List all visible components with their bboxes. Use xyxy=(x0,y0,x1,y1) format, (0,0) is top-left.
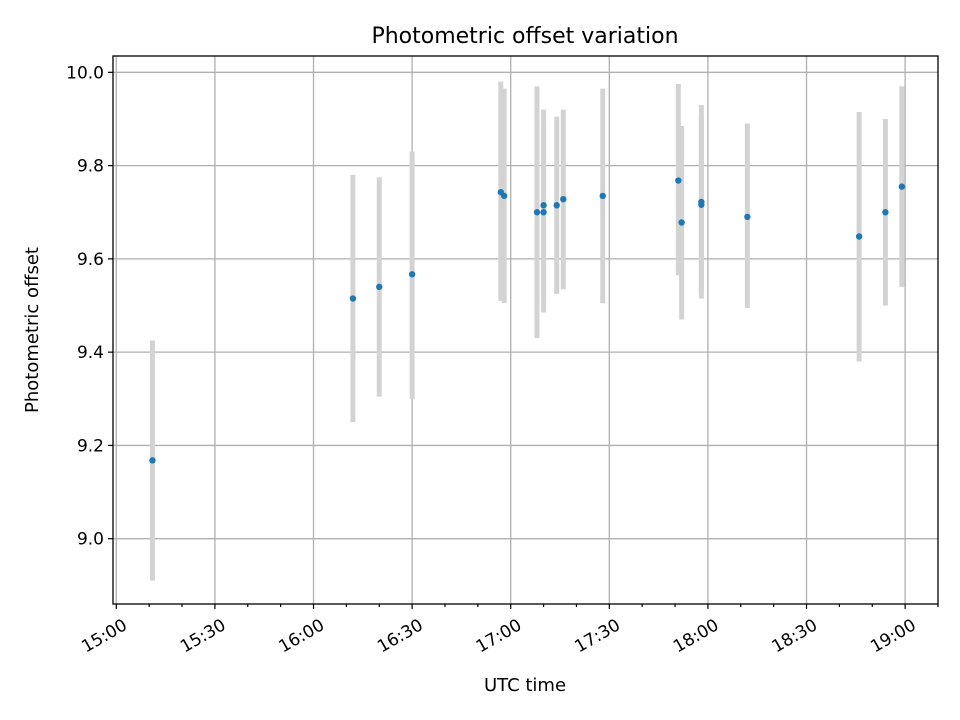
y-tick-label: 9.8 xyxy=(77,157,104,177)
data-point xyxy=(376,283,383,291)
data-point xyxy=(744,213,751,221)
data-point xyxy=(349,295,357,302)
plot-frame xyxy=(112,55,939,605)
data-point xyxy=(599,192,606,200)
x-axis-label: UTC time xyxy=(484,675,566,696)
data-point xyxy=(855,233,863,240)
data-point xyxy=(533,209,541,216)
data-point xyxy=(149,457,156,464)
data-point xyxy=(882,209,889,216)
data-point xyxy=(678,219,685,226)
data-point xyxy=(560,195,567,203)
data-point xyxy=(675,177,682,184)
data-point xyxy=(408,271,416,278)
chart-title: Photometric offset variation xyxy=(371,24,678,49)
data-point xyxy=(898,183,906,190)
y-tick-label: 9.0 xyxy=(77,530,104,550)
data-point xyxy=(500,192,508,200)
data-point xyxy=(553,202,560,209)
y-axis-ticks: 9.0 9.2 9.4 9.6 9.8 10.0 xyxy=(66,63,113,550)
y-tick-label: 9.6 xyxy=(77,250,104,270)
data-points xyxy=(149,177,906,464)
y-tick-label: 10.0 xyxy=(66,63,104,83)
y-tick-label: 9.4 xyxy=(77,343,104,363)
y-tick-label: 9.2 xyxy=(77,436,104,456)
y-axis-label: Photometric offset xyxy=(22,247,43,413)
data-point xyxy=(540,209,547,216)
data-point xyxy=(698,201,705,208)
data-point xyxy=(540,202,547,209)
grid-lines xyxy=(113,56,938,604)
